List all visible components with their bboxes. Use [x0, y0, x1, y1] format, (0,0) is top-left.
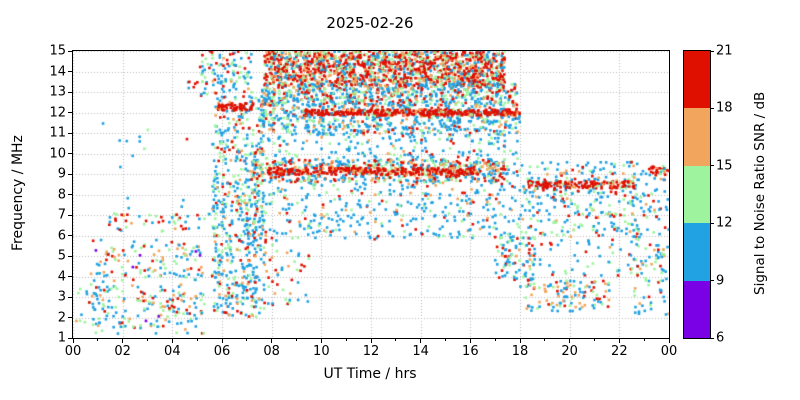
y-tick-mark: [68, 132, 72, 134]
x-tick-mark: [668, 339, 670, 343]
x-tick-mark: [519, 339, 521, 343]
colorbar-label: Signal to Noise Ratio SNR / dB: [752, 91, 768, 296]
y-tick-label: 14: [49, 64, 66, 79]
x-tick-label: 02: [114, 344, 131, 359]
x-tick-label: 00: [64, 344, 82, 359]
x-tick-mark: [370, 339, 372, 343]
x-tick-label: 12: [362, 344, 380, 359]
y-tick-mark: [68, 112, 72, 113]
x-tick-mark: [420, 339, 422, 343]
x-tick-label: 16: [462, 344, 479, 359]
y-tick-label: 2: [57, 310, 66, 325]
colorbar-tick-mark: [711, 107, 714, 109]
colorbar-tick-mark: [711, 337, 714, 339]
x-axis-label: UT Time / hrs: [323, 366, 417, 382]
y-tick-label: 9: [57, 166, 66, 182]
x-tick-mark: [544, 339, 546, 341]
y-tick-mark: [68, 255, 72, 257]
x-tick-mark: [147, 339, 148, 341]
x-tick-label: 18: [511, 344, 529, 359]
colorbar-tick-mark: [711, 222, 714, 224]
y-tick-mark: [68, 71, 72, 72]
x-tick-mark: [72, 339, 74, 343]
colorbar-tick-mark: [711, 165, 714, 167]
y-tick-label: 12: [49, 105, 66, 120]
y-tick-mark: [68, 194, 72, 195]
x-tick-mark: [122, 339, 124, 343]
colorbar-tick-mark: [711, 50, 714, 52]
y-tick-label: 1: [57, 330, 66, 346]
x-tick-mark: [271, 339, 273, 343]
x-tick-mark: [618, 339, 620, 343]
y-tick-mark: [68, 337, 72, 339]
x-tick-mark: [221, 339, 223, 343]
x-tick-mark: [345, 339, 347, 341]
x-tick-label: 20: [561, 344, 578, 359]
y-tick-mark: [68, 173, 72, 175]
colorbar-tick-mark: [711, 280, 714, 282]
colorbar-band-purple: [684, 280, 710, 338]
plot-canvas: [73, 51, 669, 338]
y-tick-mark: [68, 296, 72, 298]
y-tick-label: 13: [49, 84, 66, 100]
x-tick-mark: [643, 339, 645, 341]
x-tick-mark: [594, 339, 595, 341]
y-tick-label: 10: [49, 146, 66, 161]
colorbar-band-red: [684, 51, 710, 109]
chart-title: 2025-02-26: [326, 14, 414, 32]
y-tick-mark: [68, 91, 72, 93]
y-tick-label: 3: [57, 289, 66, 305]
colorbar-tick-label: 18: [716, 100, 733, 116]
colorbar-tick-label: 21: [716, 43, 733, 59]
x-tick-label: 22: [611, 344, 628, 359]
colorbar: [683, 50, 711, 339]
y-tick-label: 5: [57, 248, 66, 264]
y-axis-label: Frequency / MHz: [10, 135, 26, 252]
x-tick-label: 10: [313, 344, 330, 359]
y-tick-label: 7: [57, 207, 66, 223]
colorbar-tick-label: 9: [716, 273, 725, 289]
y-tick-label: 6: [57, 228, 66, 243]
y-tick-mark: [68, 153, 72, 154]
x-tick-label: 06: [213, 344, 231, 359]
y-tick-mark: [68, 276, 72, 277]
y-tick-label: 15: [49, 43, 66, 59]
x-tick-mark: [445, 339, 446, 341]
y-tick-mark: [68, 235, 72, 236]
x-tick-label: 08: [263, 344, 280, 359]
x-tick-mark: [469, 339, 471, 343]
x-tick-label: 00: [660, 344, 678, 359]
x-tick-mark: [494, 339, 496, 341]
x-tick-mark: [171, 339, 173, 343]
colorbar-tick-label: 6: [716, 330, 725, 346]
x-tick-mark: [196, 339, 198, 341]
y-tick-label: 11: [49, 125, 66, 141]
x-tick-mark: [296, 339, 297, 341]
plot-area: [72, 50, 670, 339]
y-tick-mark: [68, 50, 72, 52]
colorbar-tick-label: 12: [716, 215, 733, 231]
colorbar-tick-label: 15: [716, 158, 733, 174]
colorbar-band-blue: [684, 223, 710, 281]
x-tick-mark: [320, 339, 322, 343]
colorbar-band-orange: [684, 108, 710, 166]
y-tick-mark: [68, 317, 72, 318]
colorbar-band-green: [684, 165, 710, 224]
y-tick-mark: [68, 214, 72, 216]
y-tick-label: 4: [57, 269, 66, 284]
x-tick-mark: [569, 339, 571, 343]
x-tick-mark: [97, 339, 99, 341]
x-tick-label: 14: [412, 344, 429, 359]
x-tick-mark: [395, 339, 397, 341]
x-tick-label: 04: [164, 344, 181, 359]
y-tick-label: 8: [57, 187, 66, 202]
x-tick-mark: [246, 339, 248, 341]
